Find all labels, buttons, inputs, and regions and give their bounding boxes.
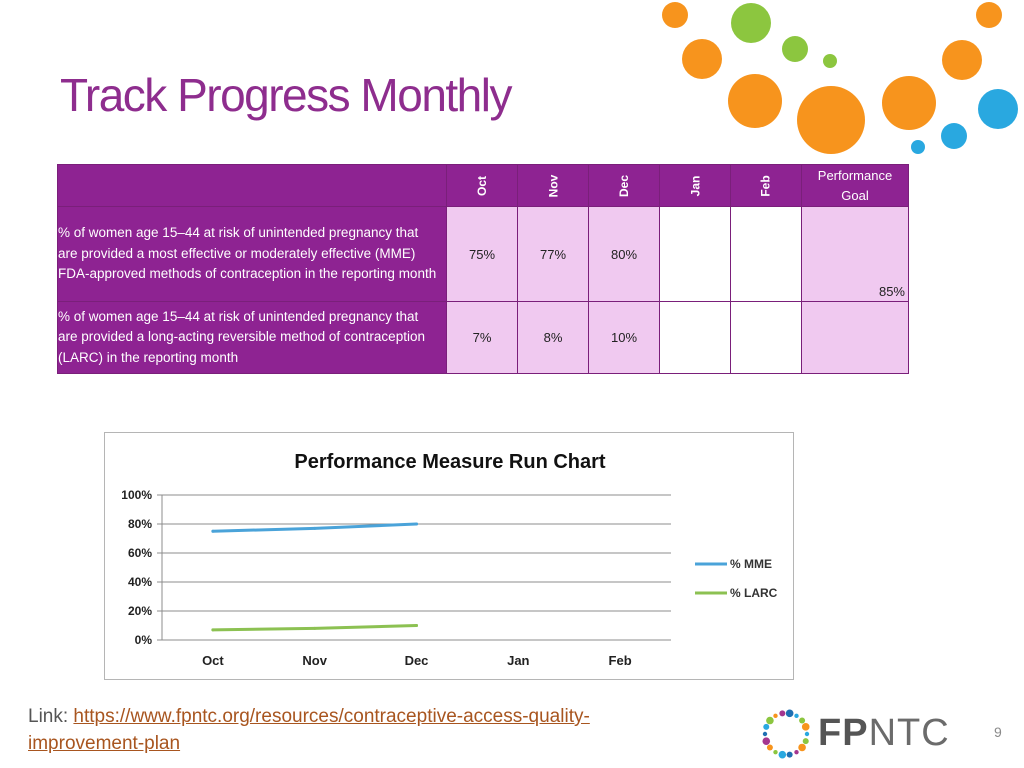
month-header-jan: Jan	[659, 164, 731, 207]
value-cell: 8%	[517, 301, 589, 374]
value-cell: 80%	[588, 206, 660, 302]
chart-title: Performance Measure Run Chart	[294, 451, 606, 473]
logo-dot	[799, 717, 806, 724]
logo-dot	[778, 750, 787, 759]
value-cell: 10%	[588, 301, 660, 374]
fpntc-logo-icon	[762, 709, 810, 759]
x-tick-label: Dec	[405, 653, 429, 668]
x-tick-label: Feb	[609, 653, 632, 668]
logo-dot	[773, 713, 778, 719]
logo-dot	[794, 713, 799, 719]
y-tick-label: 20%	[128, 604, 152, 618]
value-cell: 77%	[517, 206, 589, 302]
data-point	[313, 626, 317, 630]
link-label: Link:	[28, 706, 74, 727]
resource-link[interactable]: https://www.fpntc.org/resources/contrace…	[28, 706, 590, 754]
logo-dot	[786, 751, 793, 758]
y-tick-label: 40%	[128, 575, 152, 589]
decor-dot	[823, 54, 837, 68]
decor-dot	[882, 76, 936, 130]
month-header-oct: Oct	[446, 164, 518, 207]
goal-header: Performance Goal	[801, 164, 909, 207]
data-point	[211, 529, 215, 533]
legend-label: % MME	[730, 557, 772, 571]
logo-dot	[766, 744, 773, 751]
table-row-mme: % of women age 15–44 at risk of unintend…	[57, 206, 909, 302]
decor-dot	[662, 2, 688, 28]
x-tick-label: Jan	[507, 653, 529, 668]
y-tick-label: 0%	[135, 633, 153, 647]
run-chart: Performance Measure Run Chart 0% 20% 40% 60…	[104, 432, 794, 680]
goal-header-line: Performance	[817, 167, 893, 183]
y-tick-label: 100%	[121, 488, 152, 502]
goal-header-line: Goal	[841, 187, 869, 203]
progress-table: Oct Nov Dec Jan Feb Performance Goal % o…	[57, 164, 909, 374]
month-label: Jan	[688, 175, 702, 197]
measure-label: % of women age 15–44 at risk of unintend…	[57, 206, 447, 302]
logo-dot	[779, 710, 786, 717]
value-cell: 7%	[446, 301, 518, 374]
data-point	[415, 624, 418, 627]
data-point	[313, 526, 317, 530]
goal-cell	[801, 301, 909, 374]
measure-header-cell	[57, 164, 447, 207]
decor-dot	[682, 39, 722, 79]
decor-dot	[728, 74, 782, 128]
y-tick-label: 60%	[128, 546, 152, 560]
legend-label: % LARC	[730, 586, 778, 600]
footer-link-text: Link: https://www.fpntc.org/resources/co…	[28, 703, 688, 757]
page-number: 9	[994, 724, 1002, 740]
logo-dot	[802, 738, 809, 745]
logo-text-regular: NTC	[868, 712, 950, 754]
month-label: Oct	[474, 175, 489, 197]
run-chart-svg: Performance Measure Run Chart 0% 20% 40% 60…	[121, 451, 778, 668]
logo-dot	[798, 743, 806, 752]
decor-dot	[731, 3, 771, 43]
table-row-larc: % of women age 15–44 at risk of unintend…	[57, 301, 909, 374]
decorative-dots	[662, 2, 1018, 154]
data-point	[415, 522, 418, 526]
decor-dot	[942, 40, 982, 80]
decor-dot	[978, 89, 1018, 129]
measure-label: % of women age 15–44 at risk of unintend…	[57, 301, 447, 374]
month-header-feb: Feb	[730, 164, 802, 207]
month-label: Nov	[545, 174, 560, 198]
logo-dot	[762, 737, 771, 745]
x-tick-label: Nov	[302, 653, 327, 668]
data-point	[211, 628, 215, 632]
fpntc-logo-text: FPNTC	[818, 712, 950, 755]
logo-dot	[766, 716, 774, 725]
month-header-nov: Nov	[517, 164, 589, 207]
value-cell	[730, 301, 802, 374]
value-cell	[659, 206, 731, 302]
logo-dot	[763, 723, 770, 730]
decor-dot	[976, 2, 1002, 28]
table-header-row: Oct Nov Dec Jan Feb Performance Goal	[57, 164, 909, 207]
logo-text-bold: FP	[818, 712, 869, 754]
value-cell	[730, 206, 802, 302]
logo-dot	[794, 749, 799, 755]
value-cell: 75%	[446, 206, 518, 302]
decor-dot	[911, 140, 925, 154]
month-label: Feb	[759, 175, 773, 197]
slide-title: Track Progress Monthly	[60, 69, 513, 121]
decor-dot	[941, 123, 967, 149]
x-tick-label: Oct	[202, 653, 224, 668]
goal-cell: 85%	[801, 206, 909, 302]
month-header-dec: Dec	[588, 164, 660, 207]
value-cell	[659, 301, 731, 374]
decor-dot	[797, 86, 865, 154]
decor-dot	[782, 36, 808, 62]
logo-dot	[773, 749, 778, 755]
logo-dot	[785, 709, 794, 718]
logo-dot	[801, 723, 810, 731]
logo-dot	[762, 731, 768, 737]
logo-dot	[804, 731, 810, 737]
month-label: Dec	[616, 174, 631, 198]
y-tick-label: 80%	[128, 517, 152, 531]
